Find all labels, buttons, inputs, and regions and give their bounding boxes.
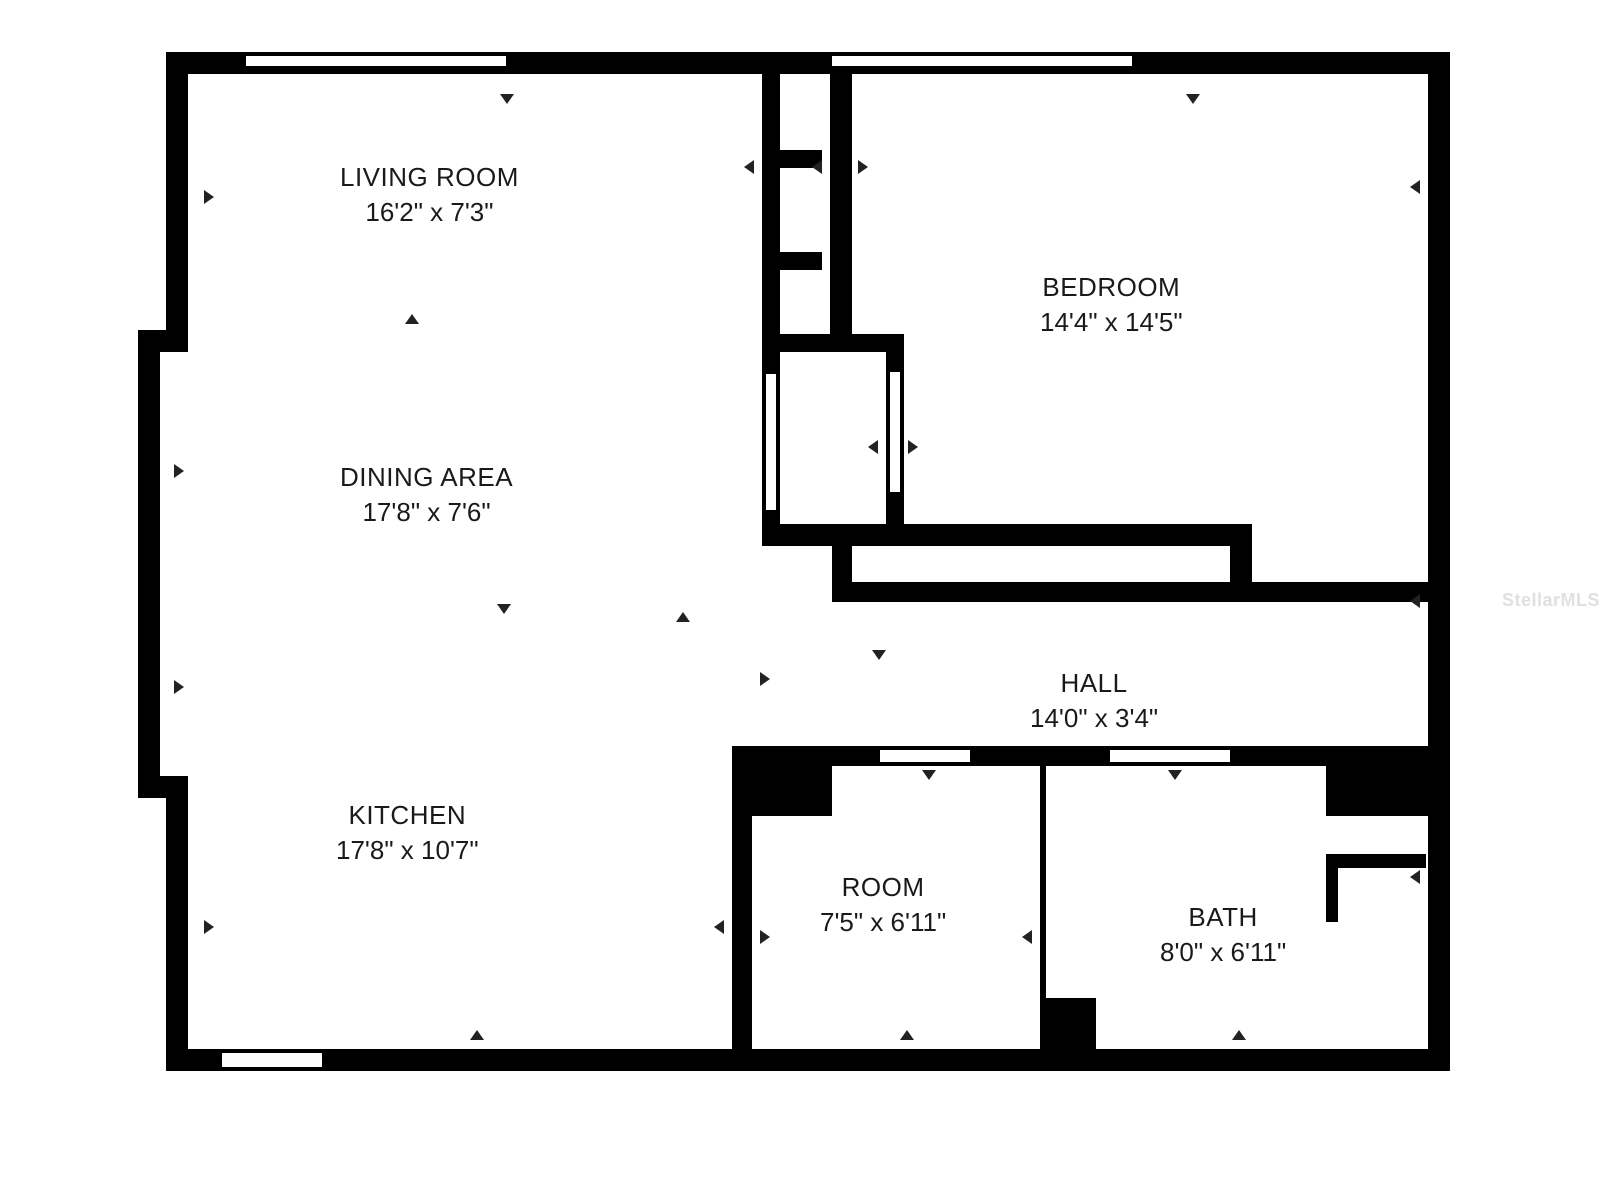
wall-opening xyxy=(222,1053,322,1067)
dimension-marker-icon xyxy=(1410,870,1420,884)
room-title: BATH xyxy=(1160,900,1286,935)
room-dimensions: 16'2" x 7'3" xyxy=(340,195,519,230)
room-dimensions: 17'8" x 7'6" xyxy=(340,495,513,530)
room-label-living: LIVING ROOM16'2" x 7'3" xyxy=(340,160,519,230)
floorplan-stage: LIVING ROOM16'2" x 7'3"DINING AREA17'8" … xyxy=(0,0,1600,1200)
wall-segment xyxy=(166,786,188,1071)
wall-segment xyxy=(1326,746,1436,816)
room-title: BEDROOM xyxy=(1040,270,1183,305)
dimension-marker-icon xyxy=(744,160,754,174)
room-title: KITCHEN xyxy=(336,798,479,833)
dimension-marker-icon xyxy=(872,650,886,660)
wall-segment xyxy=(1326,854,1338,922)
dimension-marker-icon xyxy=(900,1030,914,1040)
wall-segment xyxy=(832,582,1436,602)
wall-opening xyxy=(832,56,1132,66)
dimension-marker-icon xyxy=(760,672,770,686)
dimension-marker-icon xyxy=(1410,594,1420,608)
room-dimensions: 14'4" x 14'5" xyxy=(1040,305,1183,340)
room-title: HALL xyxy=(1030,666,1158,701)
room-label-kitchen: KITCHEN17'8" x 10'7" xyxy=(336,798,479,868)
wall-opening xyxy=(880,750,970,762)
room-label-bath: BATH8'0" x 6'11" xyxy=(1160,900,1286,970)
watermark-text: StellarMLS xyxy=(1502,590,1600,611)
dimension-marker-icon xyxy=(204,920,214,934)
dimension-marker-icon xyxy=(497,604,511,614)
room-title: ROOM xyxy=(820,870,946,905)
dimension-marker-icon xyxy=(1022,930,1032,944)
dimension-marker-icon xyxy=(812,160,822,174)
dimension-marker-icon xyxy=(922,770,936,780)
wall-segment xyxy=(830,66,852,334)
dimension-marker-icon xyxy=(908,440,918,454)
dimension-marker-icon xyxy=(760,930,770,944)
room-dimensions: 8'0" x 6'11" xyxy=(1160,935,1286,970)
dimension-marker-icon xyxy=(1186,94,1200,104)
wall-segment xyxy=(762,334,902,352)
dimension-marker-icon xyxy=(204,190,214,204)
wall-segment xyxy=(1326,854,1426,868)
wall-opening xyxy=(1110,750,1230,762)
room-dimensions: 17'8" x 10'7" xyxy=(336,833,479,868)
room-dimensions: 14'0" x 3'4" xyxy=(1030,701,1158,736)
wall-segment xyxy=(166,52,188,342)
wall-segment xyxy=(1040,998,1096,1058)
dimension-marker-icon xyxy=(174,680,184,694)
wall-segment xyxy=(886,542,1236,546)
room-label-dining: DINING AREA17'8" x 7'6" xyxy=(340,460,513,530)
dimension-marker-icon xyxy=(676,612,690,622)
wall-opening xyxy=(890,372,900,492)
dimension-marker-icon xyxy=(1410,180,1420,194)
dimension-marker-icon xyxy=(714,920,724,934)
dimension-marker-icon xyxy=(174,464,184,478)
room-title: LIVING ROOM xyxy=(340,160,519,195)
dimension-marker-icon xyxy=(1168,770,1182,780)
dimension-marker-icon xyxy=(858,160,868,174)
dimension-marker-icon xyxy=(405,314,419,324)
wall-segment xyxy=(166,1049,1450,1071)
room-label-room: ROOM7'5" x 6'11" xyxy=(820,870,946,940)
room-label-bedroom: BEDROOM14'4" x 14'5" xyxy=(1040,270,1183,340)
wall-segment xyxy=(732,746,752,1060)
wall-opening xyxy=(766,374,776,510)
wall-opening xyxy=(246,56,506,66)
wall-segment xyxy=(1428,52,1450,1071)
wall-segment xyxy=(138,330,160,786)
room-dimensions: 7'5" x 6'11" xyxy=(820,905,946,940)
dimension-marker-icon xyxy=(868,440,878,454)
room-label-hall: HALL14'0" x 3'4" xyxy=(1030,666,1158,736)
room-title: DINING AREA xyxy=(340,460,513,495)
dimension-marker-icon xyxy=(1232,1030,1246,1040)
dimension-marker-icon xyxy=(500,94,514,104)
wall-segment xyxy=(762,252,822,270)
dimension-marker-icon xyxy=(470,1030,484,1040)
wall-segment xyxy=(832,542,852,598)
